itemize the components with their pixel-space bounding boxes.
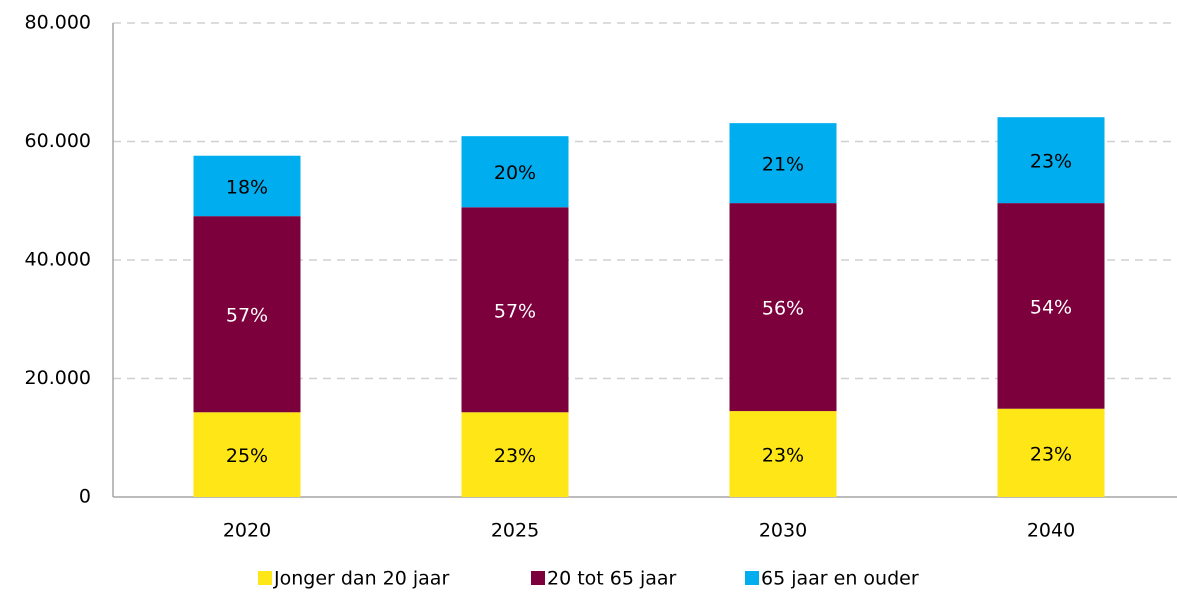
y-tick-label: 0 [79, 486, 91, 508]
x-tick-label: 2020 [223, 520, 271, 542]
bar-segment [193, 216, 301, 413]
bar-segment [729, 123, 837, 204]
bar-segment [997, 203, 1105, 409]
bar-segment [997, 408, 1105, 497]
share-label: 57% [494, 300, 536, 322]
y-tick-label: 40.000 [25, 249, 91, 271]
legend-label: Jonger dan 20 jaar [273, 568, 449, 590]
x-tick-label: 2025 [491, 520, 539, 542]
y-tick-label: 80.000 [25, 12, 91, 34]
bar-segment [729, 203, 837, 412]
y-tick-label: 20.000 [25, 367, 91, 389]
share-label: 25% [226, 445, 268, 467]
share-label: 21% [762, 154, 804, 176]
legend-label: 65 jaar en ouder [761, 568, 919, 590]
share-label: 54% [1030, 296, 1072, 318]
share-label: 57% [226, 305, 268, 327]
x-tick-label: 2040 [1027, 520, 1075, 542]
share-label: 23% [1030, 443, 1072, 465]
legend-swatch [258, 571, 272, 585]
bar-segment [997, 117, 1105, 204]
bar-segment [193, 155, 301, 217]
bar-segment [193, 412, 301, 497]
y-tick-label: 60.000 [25, 130, 91, 152]
bar-segment [461, 136, 569, 208]
bar-segment [461, 412, 569, 497]
legend-swatch [531, 571, 545, 585]
share-label: 18% [226, 176, 268, 198]
share-label: 23% [1030, 151, 1072, 173]
x-tick-label: 2030 [759, 520, 807, 542]
bar-segment [729, 411, 837, 497]
share-label: 23% [762, 445, 804, 467]
share-label: 20% [494, 162, 536, 184]
legend-label: 20 tot 65 jaar [547, 568, 677, 590]
legend-swatch [745, 571, 759, 585]
share-label: 56% [762, 298, 804, 320]
share-label: 23% [494, 445, 536, 467]
bar-segment [461, 207, 569, 413]
